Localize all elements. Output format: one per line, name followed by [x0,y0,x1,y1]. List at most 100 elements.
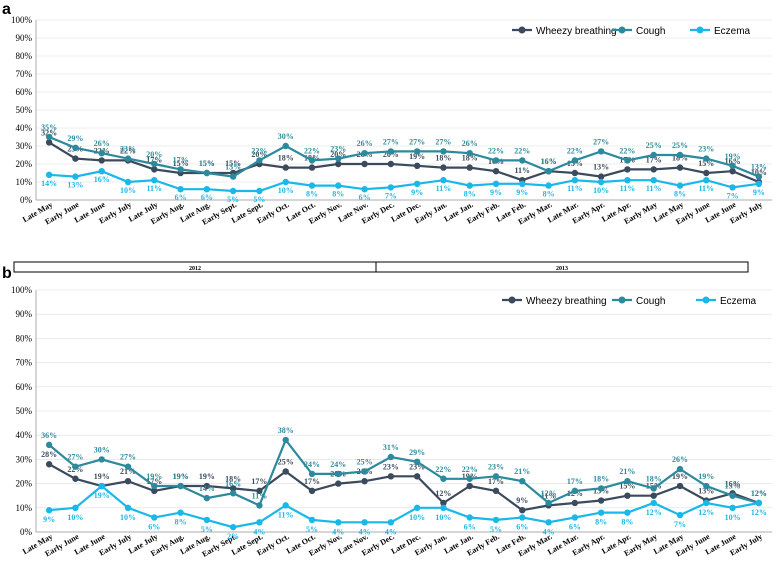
data-point-wheezy [151,166,158,173]
legend-marker-eczema [702,296,710,304]
y-tick-label: 30% [16,454,33,464]
y-tick-label: 100% [11,15,33,25]
data-label-eczema: 6% [464,522,476,531]
data-label-eczema: 10% [120,513,136,522]
data-label-cough: 17% [567,477,583,486]
data-label-wheezy: 13% [593,163,609,172]
data-point-cough [519,157,526,164]
data-label-wheezy: 23% [383,462,399,471]
data-point-cough [361,150,368,157]
data-point-eczema [308,182,316,189]
data-point-wheezy [45,461,53,468]
data-label-eczema: 10% [278,186,294,195]
data-point-wheezy [335,480,342,487]
data-point-wheezy [282,164,289,171]
y-tick-label: 40% [16,123,33,133]
data-label-cough: 12% [751,489,767,498]
legend: Wheezy breathing Cough Eczema [512,26,751,37]
data-point-cough [151,482,158,490]
data-point-wheezy [151,487,158,495]
data-point-wheezy [676,164,684,171]
legend-label-cough: Cough [636,296,665,307]
chart-panel-b: b0%10%20%30%40%50%60%70%80%90%100%Late M… [2,265,772,559]
legend-marker-wheezy [508,296,516,304]
data-label-eczema: 13% [67,181,83,190]
data-point-wheezy [492,487,500,495]
y-tick-label: 0% [20,527,33,537]
data-label-cough: 16% [225,479,241,488]
data-point-wheezy [229,485,237,492]
data-point-eczema [335,182,342,189]
data-point-eczema [256,519,263,526]
data-point-wheezy [308,487,316,495]
data-point-cough [98,456,105,463]
data-point-eczema [151,177,158,184]
legend-label-wheezy: Wheezy breathing [536,26,617,37]
data-point-eczema [571,514,579,521]
data-point-cough [72,144,79,151]
data-label-wheezy: 15% [698,159,714,168]
data-label-eczema: 10% [593,186,609,195]
data-label-cough: 29% [409,448,425,457]
data-point-cough [624,477,631,485]
data-label-cough: 14% [199,484,215,493]
data-label-eczema: 6% [516,522,528,531]
data-label-cough: 17% [173,155,189,164]
data-label-cough: 15% [725,482,741,491]
data-label-wheezy: 19% [94,472,110,481]
data-point-cough [729,492,736,499]
data-point-cough [466,150,473,157]
data-label-wheezy: 32% [41,128,57,137]
legend-label-cough: Cough [636,26,665,37]
data-point-eczema [650,499,657,507]
data-point-wheezy [361,477,368,485]
legend-marker-cough [618,296,626,304]
data-label-eczema: 4% [543,527,555,536]
data-label-eczema: 11% [646,184,662,193]
y-tick-label: 0% [20,195,33,205]
data-point-cough [729,162,736,169]
data-label-cough: 16% [541,157,557,166]
data-label-eczema: 8% [595,518,607,527]
data-label-cough: 19% [725,152,741,161]
data-point-cough [308,157,316,164]
data-label-cough: 29% [67,134,83,143]
data-label-cough: 19% [698,472,714,481]
data-label-cough: 13% [225,163,241,172]
data-point-eczema [492,180,500,187]
data-label-cough: 23% [120,145,136,154]
data-point-wheezy [676,482,684,490]
data-point-cough [229,173,237,180]
data-point-cough [571,487,579,495]
data-point-cough [361,468,368,475]
data-point-wheezy [440,164,447,171]
data-point-eczema [545,519,552,526]
y-tick-label: 10% [16,177,33,187]
data-point-cough [177,166,184,173]
year-label: 2012 [189,266,201,272]
y-tick-label: 80% [16,333,33,343]
data-point-wheezy [387,473,395,480]
data-label-cough: 19% [146,472,162,481]
data-point-eczema [492,516,500,524]
data-point-wheezy [466,482,473,490]
data-point-eczema [387,184,395,191]
data-label-wheezy: 9% [516,496,528,505]
chart-panel-a: a0%10%20%30%40%50%60%70%80%90%100%Late M… [2,1,772,273]
data-label-eczema: 5% [306,525,318,534]
data-point-eczema [177,186,184,193]
data-point-eczema [597,509,605,516]
year-bracket [375,261,749,273]
data-point-eczema [755,180,763,187]
data-label-wheezy: 16% [541,157,557,166]
data-point-cough [545,499,552,507]
data-label-cough: 12% [541,489,557,498]
data-label-wheezy: 17% [146,477,162,486]
data-point-cough [151,160,158,168]
data-point-cough [597,485,605,492]
data-label-cough: 22% [462,465,478,474]
data-point-cough [124,463,132,470]
data-label-wheezy: 17% [251,477,267,486]
y-tick-label: 70% [16,358,33,368]
data-point-eczema [676,182,684,189]
